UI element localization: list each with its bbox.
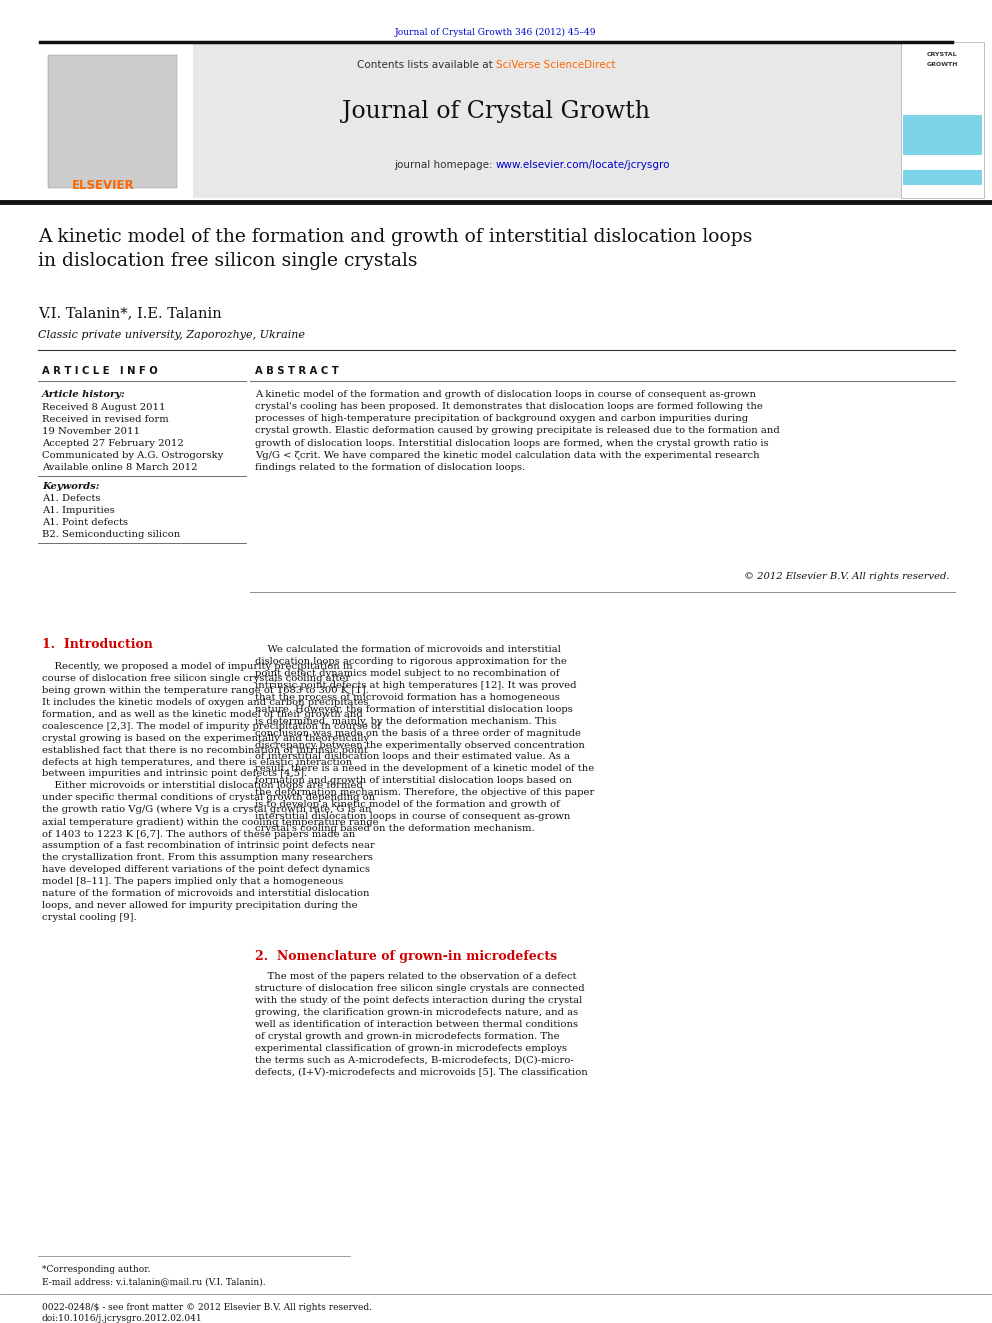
Text: journal homepage:: journal homepage: xyxy=(394,160,496,169)
Text: Keywords:: Keywords: xyxy=(42,482,99,491)
Bar xyxy=(903,115,982,155)
Text: Received 8 August 2011: Received 8 August 2011 xyxy=(42,404,166,411)
Text: Received in revised form: Received in revised form xyxy=(42,415,169,423)
Text: *Corresponding author.: *Corresponding author. xyxy=(42,1265,151,1274)
Bar xyxy=(48,56,177,188)
Text: Available online 8 March 2012: Available online 8 March 2012 xyxy=(42,463,197,472)
Text: Journal of Crystal Growth 346 (2012) 45–49: Journal of Crystal Growth 346 (2012) 45–… xyxy=(395,28,597,37)
Text: V.I. Talanin*, I.E. Talanin: V.I. Talanin*, I.E. Talanin xyxy=(38,306,222,320)
Text: ELSEVIER: ELSEVIER xyxy=(71,179,134,192)
Text: doi:10.1016/j.jcrysgro.2012.02.041: doi:10.1016/j.jcrysgro.2012.02.041 xyxy=(42,1314,202,1323)
Text: We calculated the formation of microvoids and interstitial
dislocation loops acc: We calculated the formation of microvoid… xyxy=(255,646,594,833)
Text: B2. Semiconducting silicon: B2. Semiconducting silicon xyxy=(42,531,181,538)
Text: A1. Point defects: A1. Point defects xyxy=(42,519,128,527)
Text: 0022-0248/$ - see front matter © 2012 Elsevier B.V. All rights reserved.: 0022-0248/$ - see front matter © 2012 El… xyxy=(42,1303,372,1312)
Bar xyxy=(903,155,982,169)
Text: E-mail address: v.i.talanin@mail.ru (V.I. Talanin).: E-mail address: v.i.talanin@mail.ru (V.I… xyxy=(42,1277,266,1286)
Text: A kinetic model of the formation and growth of dislocation loops in course of co: A kinetic model of the formation and gro… xyxy=(255,390,780,472)
Text: 19 November 2011: 19 November 2011 xyxy=(42,427,140,437)
Text: SciVerse ScienceDirect: SciVerse ScienceDirect xyxy=(496,60,615,70)
Text: A1. Impurities: A1. Impurities xyxy=(42,505,115,515)
Text: A B S T R A C T: A B S T R A C T xyxy=(255,366,338,376)
Text: © 2012 Elsevier B.V. All rights reserved.: © 2012 Elsevier B.V. All rights reserved… xyxy=(745,572,950,581)
Bar xyxy=(40,42,193,198)
Text: A1. Defects: A1. Defects xyxy=(42,493,100,503)
Text: Classic private university, Zaporozhye, Ukraine: Classic private university, Zaporozhye, … xyxy=(38,329,305,340)
Text: Journal of Crystal Growth: Journal of Crystal Growth xyxy=(342,101,650,123)
Bar xyxy=(901,42,984,198)
Text: GROWTH: GROWTH xyxy=(927,62,958,67)
Text: 2.  Nomenclature of grown-in microdefects: 2. Nomenclature of grown-in microdefects xyxy=(255,950,558,963)
Text: CRYSTAL: CRYSTAL xyxy=(928,52,957,57)
Text: A kinetic model of the formation and growth of interstitial dislocation loops
in: A kinetic model of the formation and gro… xyxy=(38,228,752,270)
Text: 1.  Introduction: 1. Introduction xyxy=(42,638,153,651)
Text: www.elsevier.com/locate/jcrysgro: www.elsevier.com/locate/jcrysgro xyxy=(496,160,671,169)
Text: A R T I C L E   I N F O: A R T I C L E I N F O xyxy=(42,366,158,376)
Text: Accepted 27 February 2012: Accepted 27 February 2012 xyxy=(42,439,184,448)
Bar xyxy=(903,169,982,185)
Text: Contents lists available at: Contents lists available at xyxy=(357,60,496,70)
Text: The most of the papers related to the observation of a defect
structure of dislo: The most of the papers related to the ob… xyxy=(255,972,587,1077)
Text: Communicated by A.G. Ostrogorsky: Communicated by A.G. Ostrogorsky xyxy=(42,451,223,460)
Text: Article history:: Article history: xyxy=(42,390,126,400)
Text: Recently, we proposed a model of impurity precipitation in
course of dislocation: Recently, we proposed a model of impurit… xyxy=(42,662,381,922)
Bar xyxy=(40,42,952,198)
